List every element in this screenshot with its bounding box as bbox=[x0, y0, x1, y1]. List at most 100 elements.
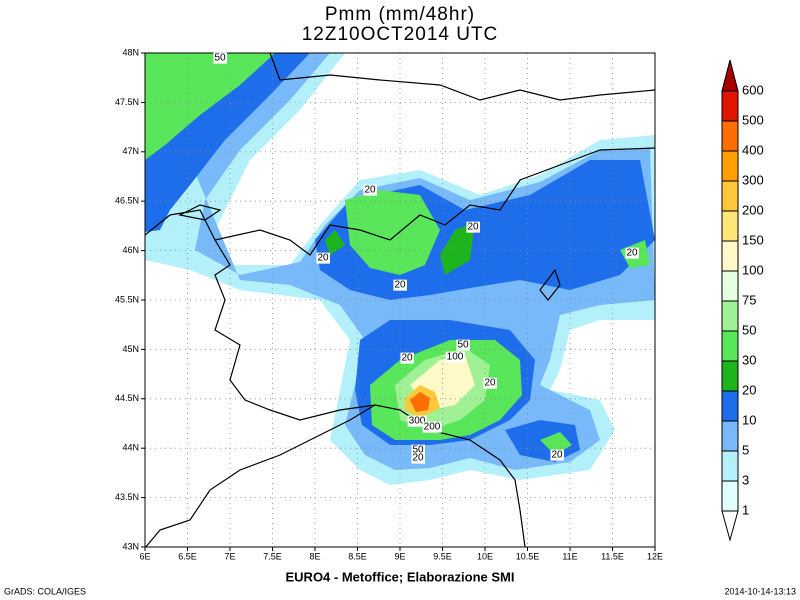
colorbar-box bbox=[721, 150, 739, 182]
contour-label: 50 bbox=[412, 445, 424, 456]
precip-area bbox=[325, 230, 345, 255]
x-tick-label: 8.5E bbox=[348, 551, 367, 561]
title-line-2: 12Z10OCT2014 UTC bbox=[302, 24, 499, 45]
precip-area bbox=[145, 53, 275, 160]
x-tick-label: 9E bbox=[394, 551, 405, 561]
colorbar-label: 500 bbox=[742, 112, 764, 127]
colorbar-label: 30 bbox=[742, 352, 756, 367]
x-tick-label: 10.5E bbox=[516, 551, 540, 561]
label-bg bbox=[625, 247, 639, 259]
x-tick-label: 8E bbox=[309, 551, 320, 561]
y-tick-label: 44N bbox=[122, 443, 139, 453]
colorbar-label: 400 bbox=[742, 142, 764, 157]
x-tick-label: 6E bbox=[139, 551, 150, 561]
label-bg bbox=[466, 221, 480, 233]
colorbar-box bbox=[721, 120, 739, 152]
colorbar-box bbox=[721, 330, 739, 362]
colorbar-end bbox=[721, 510, 739, 542]
colorbar-label: 200 bbox=[742, 202, 764, 217]
label-bg bbox=[316, 252, 330, 264]
contour-label: 20 bbox=[551, 450, 563, 461]
x-tick-label: 12E bbox=[647, 551, 663, 561]
label-bg bbox=[550, 449, 564, 461]
x-tick-label: 11.5E bbox=[601, 551, 624, 561]
label-bg bbox=[213, 52, 227, 64]
source-caption: EURO4 - Metoffice; Elaborazione SMI bbox=[286, 569, 515, 584]
contour-label: 20 bbox=[401, 353, 413, 364]
colorbar-box bbox=[721, 420, 739, 452]
title-line-1: Pmm (mm/48hr) bbox=[325, 4, 475, 25]
label-bg bbox=[445, 351, 465, 363]
contour-label: 300 bbox=[409, 416, 426, 427]
precip-area bbox=[440, 222, 475, 275]
colorbar-box bbox=[721, 300, 739, 332]
grid: 6E 6.5E 7E 7.5E 8E 8.5E 9E 9.5E 10E 10.5E 11E 11.5E… bbox=[115, 47, 663, 561]
label-bg bbox=[422, 421, 442, 433]
contour-label: 20 bbox=[484, 378, 496, 389]
label-bg bbox=[411, 452, 425, 464]
contour-label: 20 bbox=[364, 185, 376, 196]
colorbar-box bbox=[721, 450, 739, 482]
coastline bbox=[145, 404, 526, 547]
x-tick-label: 7E bbox=[224, 551, 235, 561]
colorbar-box bbox=[721, 210, 739, 242]
colorbar-label: 300 bbox=[742, 172, 764, 187]
precip-area bbox=[410, 392, 430, 412]
contour-label: 200 bbox=[424, 422, 441, 433]
y-tick-label: 46N bbox=[122, 245, 139, 255]
contour-labels: 50 20 20 20 20 20 50 100 20 20 300 200 5… bbox=[213, 52, 639, 464]
label-bg bbox=[411, 444, 425, 456]
contour-label: 20 bbox=[317, 253, 329, 264]
colorbar-box bbox=[721, 90, 739, 122]
x-tick-label: 7.5E bbox=[263, 551, 282, 561]
label-bg bbox=[393, 279, 407, 291]
border bbox=[269, 53, 655, 101]
y-tick-label: 45N bbox=[122, 344, 139, 354]
colorbar-box bbox=[721, 390, 739, 422]
y-tick-label: 45.5N bbox=[115, 294, 139, 304]
label-bg bbox=[363, 184, 377, 196]
y-tick-label: 43N bbox=[122, 541, 139, 551]
colorbar-label: 5 bbox=[742, 442, 749, 457]
colorbar-label: 10 bbox=[742, 412, 756, 427]
colorbar-box bbox=[721, 480, 739, 512]
label-bg bbox=[483, 377, 497, 389]
colorbar-end bbox=[721, 59, 739, 92]
contour-label: 20 bbox=[394, 280, 406, 291]
precip-area bbox=[540, 432, 572, 455]
y-tick-label: 44.5N bbox=[115, 393, 139, 403]
y-tick-label: 47.5N bbox=[115, 97, 139, 107]
x-tick-label: 11E bbox=[562, 551, 577, 561]
colorbar-label: 20 bbox=[742, 382, 756, 397]
y-tick-label: 46.5N bbox=[115, 196, 139, 206]
contour-label: 20 bbox=[626, 248, 638, 259]
timestamp: 2014-10-14-13:13 bbox=[724, 586, 796, 596]
lake bbox=[178, 204, 561, 301]
contour-label: 100 bbox=[447, 352, 464, 363]
colorbar-label: 3 bbox=[742, 472, 749, 487]
colorbar-label: 1 bbox=[742, 502, 749, 517]
contour-label: 50 bbox=[457, 340, 469, 351]
contour-label: 20 bbox=[467, 222, 479, 233]
colorbar-label: 50 bbox=[742, 322, 756, 337]
label-bg bbox=[407, 415, 427, 427]
colorbar-box bbox=[721, 180, 739, 212]
label-bg bbox=[456, 339, 470, 351]
colorbar-box bbox=[721, 270, 739, 302]
colorbar-label: 150 bbox=[742, 232, 764, 247]
colorbar-box bbox=[721, 240, 739, 272]
y-tick-label: 43.5N bbox=[115, 492, 139, 502]
x-tick-label: 6.5E bbox=[178, 551, 197, 561]
colorbar-label: 100 bbox=[742, 262, 764, 277]
colorbar-label: 75 bbox=[742, 292, 756, 307]
colorbar: 1 3 5 10 20 30 50 75 100 150 200 300 400 500 600 bbox=[721, 59, 764, 542]
y-tick-label: 47N bbox=[122, 146, 139, 156]
y-tick-label: 48N bbox=[122, 47, 139, 57]
border bbox=[214, 147, 655, 256]
plot-frame bbox=[144, 52, 656, 548]
contour-label: 20 bbox=[412, 453, 424, 464]
contour-label: 50 bbox=[214, 53, 226, 64]
colorbar-box bbox=[721, 360, 739, 392]
x-tick-label: 9.5E bbox=[433, 551, 452, 561]
